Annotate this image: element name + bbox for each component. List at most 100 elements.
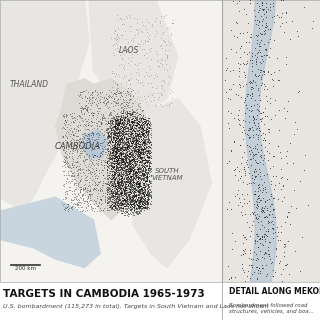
Point (132, 201, 137, 206)
Point (142, 140, 148, 146)
Point (137, 131, 142, 136)
Point (116, 155, 121, 160)
Point (124, 114, 129, 119)
Point (125, 105, 130, 110)
Point (110, 144, 115, 149)
Point (116, 132, 122, 137)
Point (143, 147, 148, 152)
Point (114, 132, 119, 137)
Point (113, 154, 118, 159)
Point (75, 134, 80, 139)
Point (138, 173, 143, 178)
Point (138, 38, 143, 43)
Point (140, 129, 145, 134)
Point (141, 178, 146, 183)
Point (111, 144, 116, 149)
Point (123, 159, 128, 164)
Point (253, 188, 258, 194)
Point (262, 198, 267, 204)
Point (115, 148, 120, 153)
Point (143, 159, 148, 164)
Point (144, 182, 149, 187)
Point (241, 60, 246, 65)
Point (124, 135, 130, 140)
Point (111, 103, 116, 108)
Point (125, 136, 130, 141)
Point (126, 122, 131, 127)
Point (119, 116, 124, 122)
Point (108, 164, 114, 169)
Point (138, 209, 143, 214)
Point (109, 191, 115, 196)
Point (114, 161, 119, 166)
Point (241, 31, 246, 36)
Point (141, 189, 146, 194)
Point (132, 167, 137, 172)
Point (124, 131, 129, 136)
Point (122, 131, 127, 136)
Point (117, 141, 123, 147)
Point (133, 194, 138, 199)
Point (127, 169, 132, 174)
Point (115, 136, 120, 141)
Point (122, 198, 127, 203)
Point (243, 130, 248, 135)
Point (115, 187, 120, 192)
Point (246, 143, 251, 148)
Point (287, 271, 292, 276)
Point (237, 46, 242, 51)
Point (136, 93, 141, 98)
Point (98, 195, 103, 200)
Point (251, 132, 256, 138)
Point (112, 91, 117, 96)
Point (145, 172, 150, 177)
Point (129, 197, 134, 203)
Point (68, 181, 73, 186)
Point (121, 124, 126, 130)
Point (132, 154, 137, 159)
Point (125, 136, 131, 141)
Point (114, 165, 119, 170)
Point (137, 208, 142, 213)
Point (143, 143, 148, 148)
Point (141, 140, 146, 145)
Point (129, 207, 134, 212)
Point (123, 163, 128, 168)
Point (111, 158, 116, 163)
Point (148, 121, 153, 126)
Point (139, 201, 144, 206)
Point (139, 177, 144, 182)
Point (126, 171, 132, 176)
Point (106, 159, 111, 164)
Point (133, 90, 138, 95)
Point (120, 89, 125, 94)
Point (118, 152, 123, 157)
Point (96, 187, 101, 192)
Point (109, 163, 115, 168)
Point (118, 179, 123, 184)
Point (134, 158, 139, 163)
Point (132, 213, 137, 218)
Point (267, 212, 272, 218)
Point (132, 189, 137, 194)
Point (147, 161, 152, 166)
Point (118, 163, 124, 168)
Point (134, 117, 139, 122)
Point (110, 134, 115, 139)
Point (76, 139, 81, 144)
Point (115, 194, 120, 199)
Point (136, 139, 141, 144)
Point (124, 157, 129, 162)
Point (128, 163, 133, 168)
Point (244, 58, 249, 63)
Point (252, 79, 257, 84)
Point (129, 172, 134, 177)
Point (114, 120, 119, 125)
Point (133, 162, 138, 167)
Point (125, 138, 130, 143)
Point (140, 172, 145, 177)
Point (125, 212, 130, 217)
Point (145, 140, 150, 145)
Point (111, 148, 116, 153)
Point (80, 106, 85, 111)
